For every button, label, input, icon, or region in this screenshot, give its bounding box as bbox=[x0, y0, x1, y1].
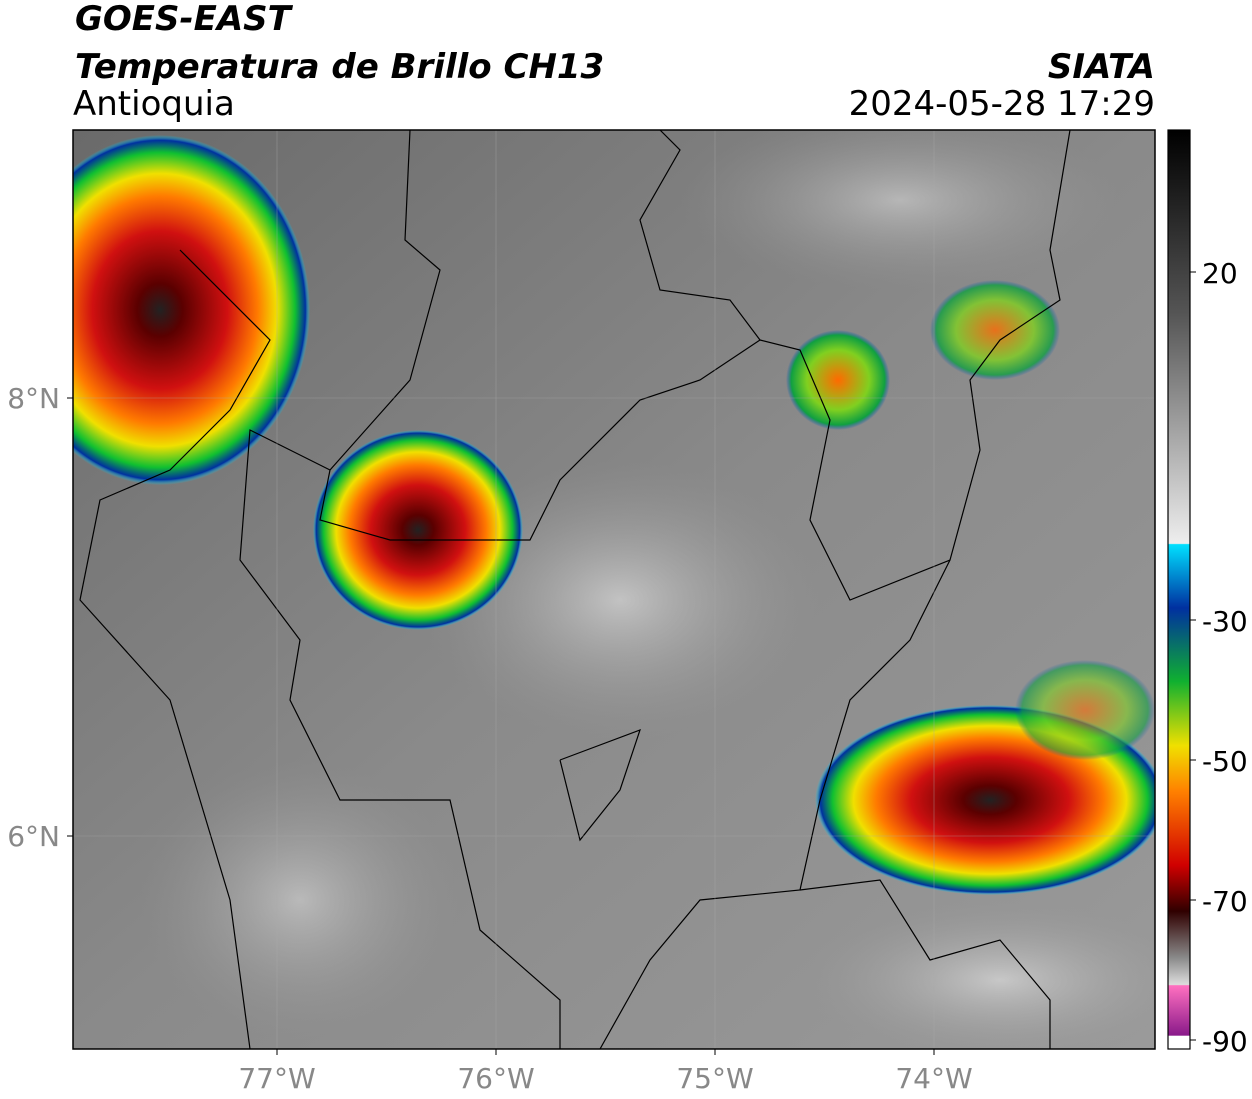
satellite-image bbox=[73, 130, 1155, 1049]
lon-label: 76°W bbox=[457, 1062, 534, 1095]
colorbar-label: -90 bbox=[1202, 1025, 1248, 1058]
lon-label: 74°W bbox=[895, 1062, 972, 1095]
region: Antioquia bbox=[73, 84, 235, 124]
satellite: GOES-EAST bbox=[75, 0, 294, 39]
datetime: 2024-05-28 17:29 bbox=[849, 84, 1155, 124]
axis-ticks bbox=[67, 397, 935, 1055]
lon-label: 75°W bbox=[676, 1062, 753, 1095]
colorbar-label: -30 bbox=[1202, 605, 1248, 638]
agency: SIATA bbox=[1048, 47, 1155, 87]
lat-label: 8°N bbox=[7, 382, 60, 415]
lat-label: 6°N bbox=[7, 820, 60, 853]
colorbar-ticks bbox=[1190, 271, 1196, 1041]
colorbar-label: 20 bbox=[1202, 257, 1238, 290]
colorbar-label: -50 bbox=[1202, 745, 1248, 778]
colorbar bbox=[1167, 129, 1191, 1050]
colorbar-label: -70 bbox=[1202, 885, 1248, 918]
map-frame bbox=[72, 129, 1156, 1050]
product: Temperatura de Brillo CH13 bbox=[75, 47, 604, 87]
lon-label: 77°W bbox=[238, 1062, 315, 1095]
